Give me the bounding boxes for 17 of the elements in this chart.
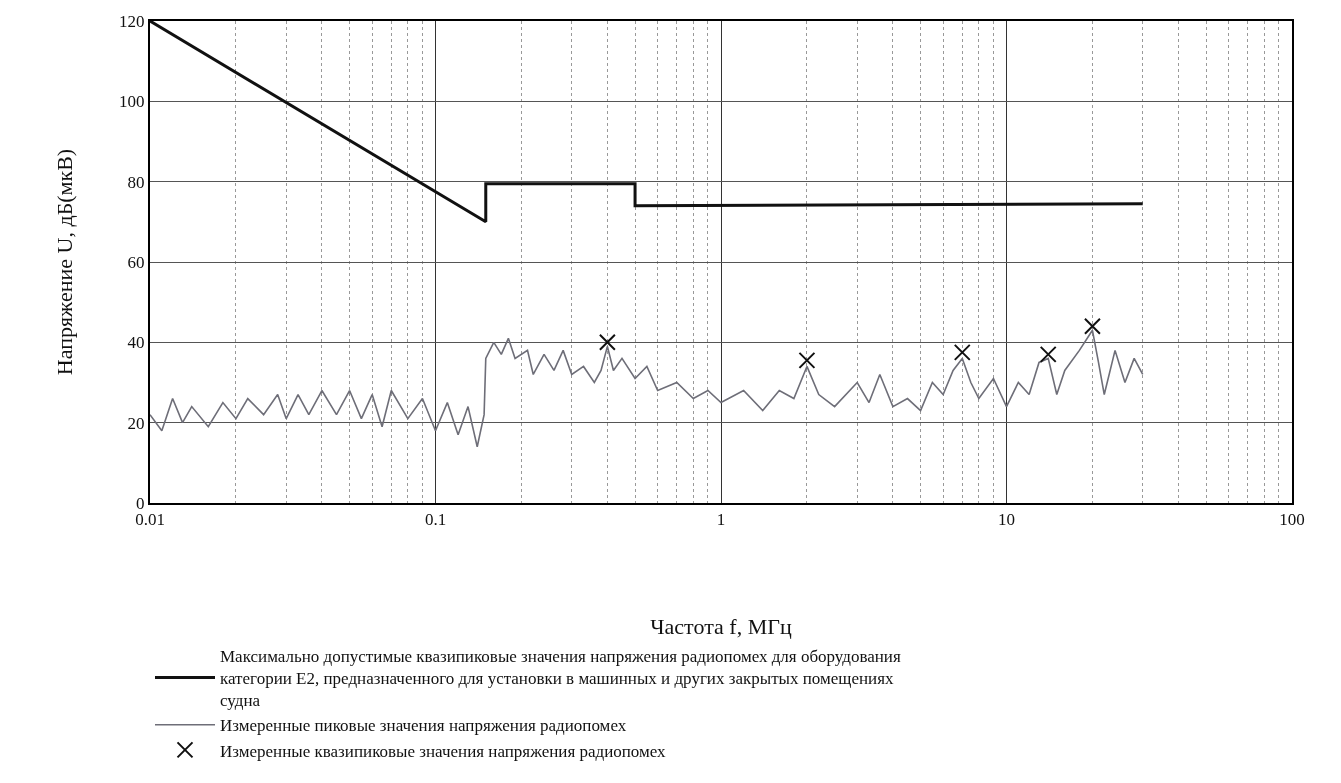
y-tick-label: 80 [127,172,145,192]
legend-label: Измеренные пиковые значения напряжения радиопомех [220,716,627,736]
y-tick-label: 20 [127,413,145,433]
legend-label: Максимально допустимые квазипиковые значения напряжения радиопомех для оборудования категории E2, предназначенного для установки в машинных и других закрытых помещениях судна [220,647,901,711]
y-tick-label: 0 [136,493,145,513]
x-tick-label: 0.01 [135,510,165,530]
legend-label: Измеренные квазипиковые значения напряжения радиопомех [220,741,667,761]
x-tick-label: 1 [716,510,726,530]
x-tick-label: 10 [998,510,1015,530]
x-tick-label: 0.1 [424,510,447,530]
x-tick-label: 100 [1279,510,1305,530]
x-axis-title: Частота f, МГц [650,613,792,639]
y-tick-label: 40 [127,333,145,353]
y-axis-title: Напряжение U, дБ(мкВ) [52,148,78,376]
y-tick-label: 120 [119,11,145,31]
y-tick-label: 100 [119,92,145,112]
y-tick-label: 60 [127,252,145,272]
